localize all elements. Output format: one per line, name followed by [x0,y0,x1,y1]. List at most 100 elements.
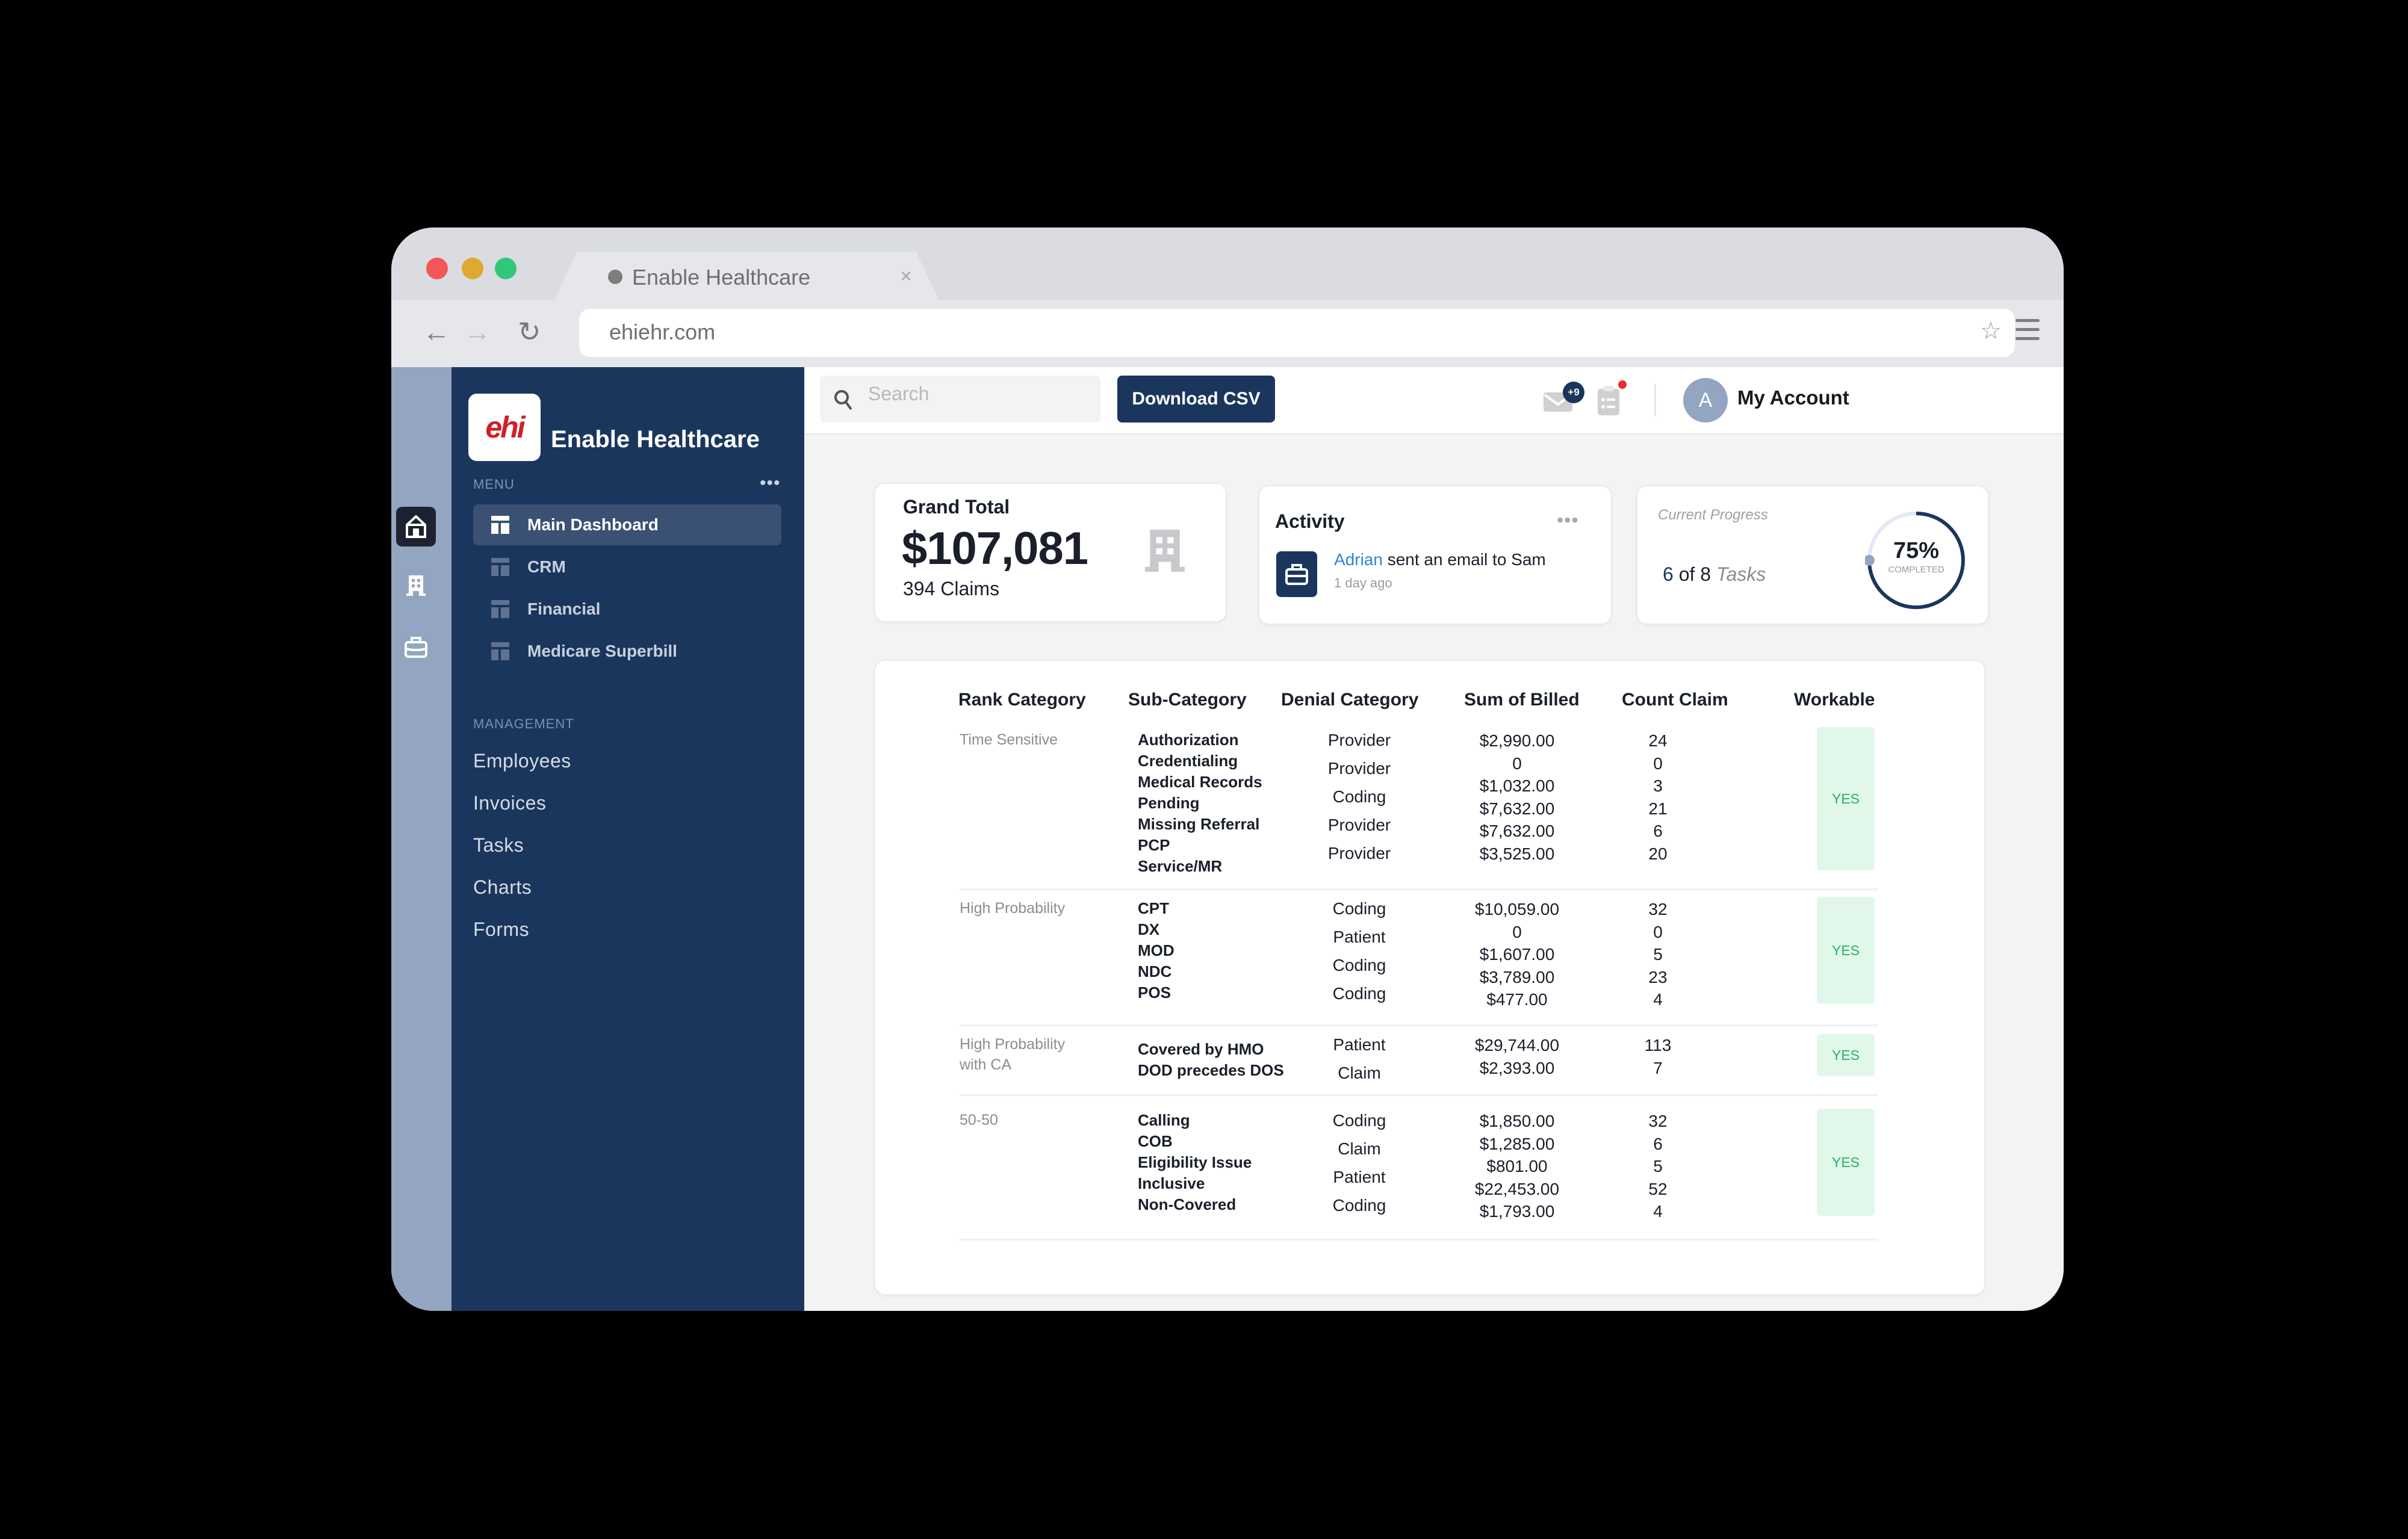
reload-icon[interactable]: ↻ [518,316,541,347]
activity-more-icon[interactable]: ••• [1557,509,1579,531]
search-placeholder: Search [868,383,929,404]
minimize-window-button[interactable] [462,258,483,279]
building-icon [1145,530,1185,572]
url-text[interactable]: ehiehr.com [609,320,716,344]
rank-category: High Probability with CA [960,1036,1066,1073]
logo-text: ehi [485,410,525,444]
tab-close-icon[interactable]: × [900,265,912,288]
sidebar: ehi Enable Healthcare MENU ••• Main Dash… [452,367,804,1311]
rail-building-button[interactable] [396,566,436,605]
brand-name: Enable Healthcare [551,426,760,453]
count-claim-list: 24 0 3 21 6 20 [1648,731,1668,863]
denial-category-list: Provider Provider Coding Provider Provider [1327,731,1391,862]
sub-category-list: CPT DX MOD NDC POS [1138,899,1175,1002]
grand-total-value: $107,081 [902,523,1088,574]
home-icon [406,515,426,538]
forward-arrow-icon[interactable]: → [464,316,491,347]
close-window-button[interactable] [426,258,448,279]
briefcase-icon [405,637,427,658]
sidebar-item-financial[interactable]: Financial [473,589,781,630]
activity-card: Activity ••• Adrian sent an email to Sam… [1258,485,1612,625]
browser-window: Enable Healthcare × ← → ↻ ehiehr.com ☆ [391,228,2064,1311]
progress-card: Current Progress 6 of 8 Tasks 75% COMPLE… [1636,485,1989,625]
browser-toolbar: ← → ↻ ehiehr.com ☆ [391,300,2064,367]
notification-dot [1618,380,1627,389]
sidebar-item-tasks[interactable]: Tasks [473,834,524,856]
browser-titlebar: Enable Healthcare × [391,228,2064,301]
workable-badge: YES [1817,1109,1875,1216]
rail-home-button[interactable] [396,507,436,547]
rail-briefcase-button[interactable] [396,627,436,667]
column-header-sub-category[interactable]: Sub-Category [1128,690,1247,710]
count-claim-list: 32 6 5 52 4 [1648,1112,1668,1221]
activity-text: Adrian sent an email to Sam [1334,550,1546,569]
column-header-sum-of-billed[interactable]: Sum of Billed [1464,690,1580,710]
back-arrow-icon[interactable]: ← [423,316,450,347]
management-section-label: MANAGEMENT [473,716,574,731]
grand-total-label: Grand Total [903,496,1010,518]
avatar[interactable]: A [1683,378,1728,423]
column-header-rank-category[interactable]: Rank Category [958,690,1086,710]
column-header-denial-category[interactable]: Denial Category [1281,690,1419,710]
sidebar-item-crm[interactable]: CRM [473,547,781,587]
column-header-workable[interactable]: Workable [1794,690,1875,710]
sidebar-item-forms[interactable]: Forms [473,918,530,940]
table-row[interactable]: Time Sensitive Authorization Credentialin… [960,727,1878,890]
address-bar[interactable]: ehiehr.com ☆ [579,309,2015,357]
workable-badge: YES [1817,897,1875,1004]
sidebar-item-label: Main Dashboard [527,515,659,534]
browser-menu-icon[interactable] [2015,319,2040,341]
sub-category-list: Authorization Credentialing Medical Record… [1138,731,1262,875]
dashboard-icon [491,600,509,618]
activity-action: sent an email to Sam [1382,550,1546,569]
rank-category: High Probability [960,900,1066,917]
sum-of-billed-list: $2,990.00 0 $1,032.00 $7,632.00 $7,632.00 $3,… [1479,731,1555,863]
sidebar-item-employees[interactable]: Employees [473,750,571,772]
dashboard-icon [491,558,509,576]
column-header-count-claim[interactable]: Count Claim [1622,690,1728,710]
denials-table: Rank Category Sub-Category Denial Catego… [874,660,1985,1295]
sidebar-item-main-dashboard[interactable]: Main Dashboard [473,504,781,545]
table-row[interactable]: High Probability CPT DX MOD NDC POS Coding Pa… [960,897,1878,1026]
app-root: ehi Enable Healthcare MENU ••• Main Dash… [391,367,2064,1311]
my-account-link[interactable]: My Account [1737,386,1849,409]
building-icon [406,575,426,596]
table-row[interactable]: High Probability with CA Covered by HMO D… [960,1034,1878,1096]
clipboard-icon[interactable] [1597,385,1621,416]
sidebar-item-medicare-superbill[interactable]: Medicare Superbill [473,631,781,672]
search-input[interactable]: Search [820,376,1100,423]
sidebar-item-invoices[interactable]: Invoices [473,792,547,814]
count-claim-list: 113 7 [1644,1036,1672,1077]
tab-title: Enable Healthcare [632,265,811,290]
mail-count-badge: +9 [1563,382,1584,403]
icon-rail [391,367,452,1311]
sidebar-item-label: Financial [527,599,601,618]
logo[interactable]: ehi [468,394,541,461]
sub-category-list: Covered by HMO DOD precedes DOS [1138,1040,1284,1079]
maximize-window-button[interactable] [495,258,517,279]
briefcase-icon [1285,564,1308,585]
download-csv-button[interactable]: Download CSV [1117,376,1275,423]
denial-category-list: Coding Patient Coding Coding [1332,899,1386,1003]
progress-percent: 75% [1893,538,1940,563]
table-row[interactable]: 50-50 Calling COB Eligibility Issue Inclusi… [960,1109,1878,1240]
menu-more-icon[interactable]: ••• [760,473,781,493]
activity-actor-link[interactable]: Adrian [1334,550,1383,569]
activity-item-icon [1276,551,1317,597]
sidebar-item-label: Medicare Superbill [527,642,677,660]
rank-category: 50-50 [960,1112,998,1129]
sidebar-item-charts[interactable]: Charts [473,876,532,898]
tasks-progress: 6 of 8 Tasks [1663,563,1766,585]
sidebar-item-label: CRM [527,557,566,576]
rank-category: Time Sensitive [960,731,1058,748]
browser-tab[interactable]: Enable Healthcare × [554,252,939,301]
activity-timestamp: 1 day ago [1334,575,1392,590]
denial-category-list: Coding Claim Patient Coding [1332,1111,1386,1215]
grand-total-card: Grand Total $107,081 394 Claims [874,483,1227,622]
workable-badge: YES [1817,727,1875,870]
claims-count: 394 Claims [903,578,1000,599]
count-claim-list: 32 0 5 23 4 [1648,900,1668,1009]
activity-title: Activity [1275,510,1345,532]
bookmark-star-icon[interactable]: ☆ [1980,318,2002,344]
progress-completed-label: COMPLETED [1888,565,1944,575]
